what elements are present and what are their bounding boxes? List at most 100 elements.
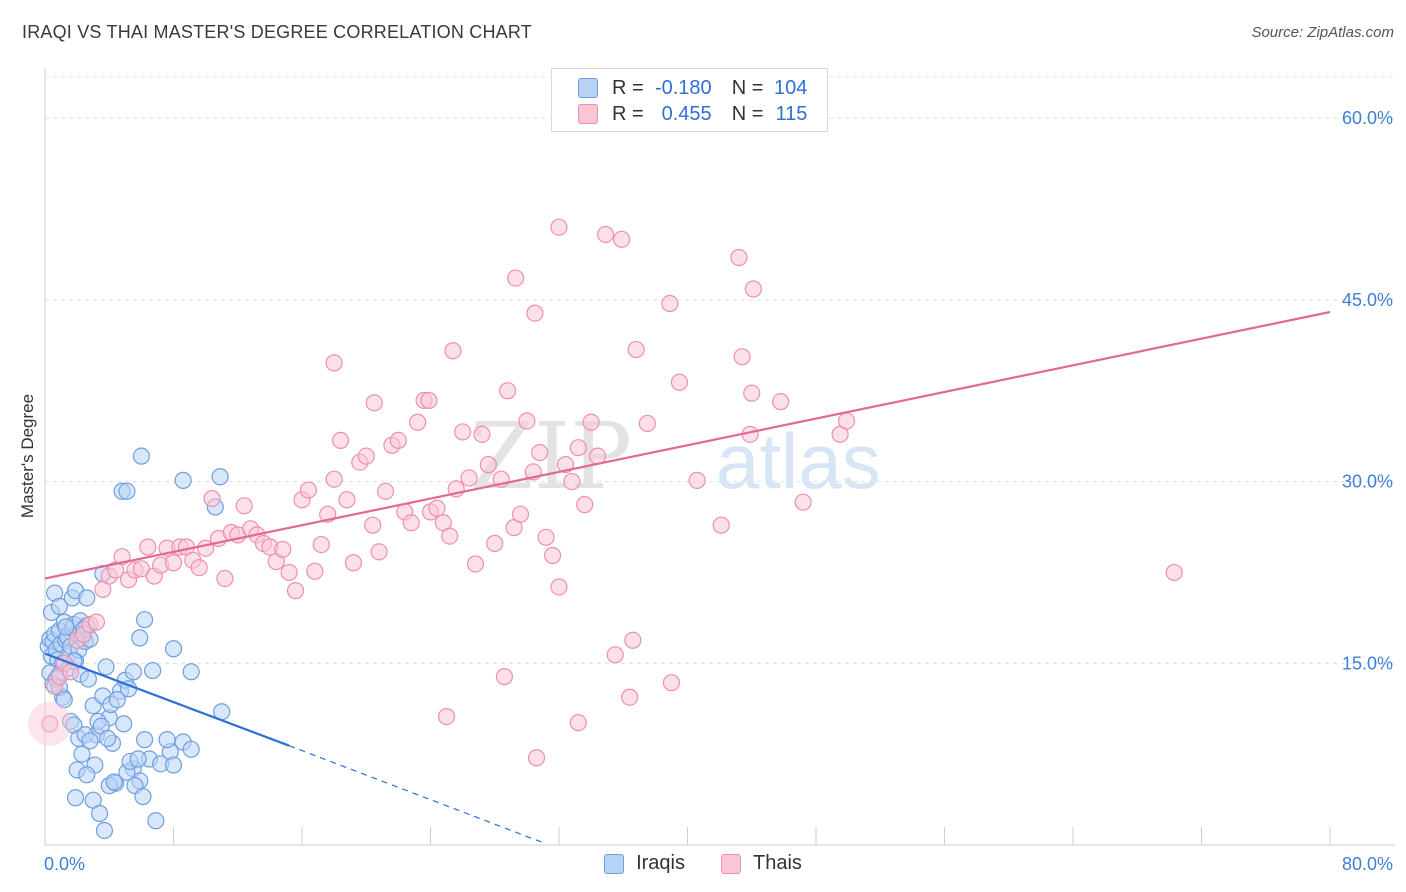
thais-point <box>87 613 106 631</box>
iraqis-point <box>134 787 152 806</box>
y-tick-label: 45.0% <box>1342 290 1393 310</box>
grid-layer <box>45 76 1395 664</box>
thais-point <box>216 569 234 588</box>
watermark-atlas: atlas <box>716 417 881 505</box>
iraqis-trend-line <box>44 652 290 747</box>
thais-point <box>730 248 748 267</box>
iraqis-point <box>91 804 109 823</box>
iraqis-point <box>211 468 229 486</box>
stats-r-label: R = <box>612 102 644 125</box>
thais-point <box>569 714 587 732</box>
stats-r-label: R = <box>612 76 644 99</box>
iraqis-point <box>78 589 96 607</box>
legend-swatch-iraqis <box>604 853 625 874</box>
legend-item-iraqis[interactable]: Iraqis <box>604 852 685 875</box>
iraqis-point <box>135 731 154 749</box>
thais-point <box>376 482 395 500</box>
iraqis-point <box>158 731 176 749</box>
stats-row-iraqis: R = -0.180 N = 104 <box>578 75 807 101</box>
thais-point <box>41 715 59 733</box>
source-label: Source: ZipAtlas.com <box>1251 24 1394 41</box>
thais-point <box>518 412 536 430</box>
stats-row-thais: R = 0.455 N = 115 <box>578 101 807 127</box>
stats-swatch-thais <box>578 104 598 124</box>
iraqis-point <box>57 618 75 636</box>
thais-point <box>744 280 762 298</box>
iraqis-point <box>78 766 96 784</box>
thais-point <box>606 646 624 664</box>
y-tick-label: 15.0% <box>1342 653 1393 673</box>
thais-point <box>454 423 472 441</box>
iraqis-point <box>132 447 150 465</box>
iraqis-point <box>55 691 73 709</box>
x-tick-label: 0.0% <box>44 854 85 874</box>
iraqis-point <box>147 812 165 830</box>
thais-point <box>338 491 356 509</box>
thais-point <box>733 348 751 366</box>
iraqis-point <box>99 729 117 748</box>
thais-point <box>306 562 324 580</box>
chart-title: IRAQI VS THAI MASTER'S DEGREE CORRELATIO… <box>22 22 532 42</box>
thais-point <box>596 225 615 244</box>
thais-point <box>132 560 150 578</box>
iraqis-point <box>97 658 115 676</box>
thais-point <box>569 439 587 457</box>
thais-point <box>688 471 706 489</box>
thais-point <box>280 563 298 582</box>
thais-point <box>139 538 157 556</box>
iraqis-point <box>108 691 126 709</box>
stats-n-label: N = <box>731 102 764 125</box>
thais-point <box>563 472 581 491</box>
watermark-zip: ZIP <box>470 403 632 510</box>
thais-point <box>441 527 459 545</box>
iraqis-point <box>66 789 85 807</box>
stats-swatch-iraqis <box>578 78 598 98</box>
legend-label-thais: Thais <box>753 852 802 874</box>
thais-point <box>743 384 761 402</box>
thais-point <box>527 749 546 767</box>
thais-point <box>621 688 639 706</box>
iraqis-point <box>115 715 133 733</box>
iraqis-point <box>79 670 97 688</box>
iraqis-point <box>124 663 142 681</box>
thais-point <box>531 443 549 462</box>
iraqis-point <box>164 640 183 658</box>
thais-point <box>495 668 513 686</box>
thais-point <box>203 489 221 508</box>
thais-point <box>670 373 689 391</box>
iraqis-point <box>118 482 136 500</box>
legend-label-iraqis: Iraqis <box>636 852 685 874</box>
y-tick-label: 30.0% <box>1342 472 1393 492</box>
thais-point <box>274 540 292 559</box>
thais-point <box>499 382 517 400</box>
iraqis-point <box>174 471 192 489</box>
stats-r-value: 0.455 <box>661 102 712 125</box>
thais-point <box>511 505 530 523</box>
thais-point <box>331 431 350 450</box>
axis-layer <box>44 68 1395 846</box>
iraqis-point <box>182 663 200 681</box>
thais-point <box>299 481 318 499</box>
thais-point <box>837 412 856 430</box>
thais-point <box>479 456 497 474</box>
iraqis-point <box>73 745 91 763</box>
thais-point <box>437 707 456 726</box>
thais-point <box>344 554 362 572</box>
thais-point <box>466 555 485 573</box>
legend-item-thais[interactable]: Thais <box>721 852 802 875</box>
thais-point <box>325 470 343 488</box>
iraqis-point <box>105 773 123 791</box>
thais-point <box>537 528 555 546</box>
thais-point <box>638 414 656 433</box>
thais-point <box>325 354 343 372</box>
thais-point <box>365 394 383 412</box>
thais-point <box>460 469 478 487</box>
stats-box: R = -0.180 N = 104 R = 0.455 N = 115 <box>551 68 828 132</box>
thais-point <box>312 535 330 554</box>
stats-n-value: 104 <box>774 76 808 99</box>
x-tick-label: 80.0% <box>1342 854 1393 874</box>
thais-point <box>286 582 305 600</box>
thais-point <box>486 534 504 552</box>
iraqis-point <box>129 750 147 768</box>
